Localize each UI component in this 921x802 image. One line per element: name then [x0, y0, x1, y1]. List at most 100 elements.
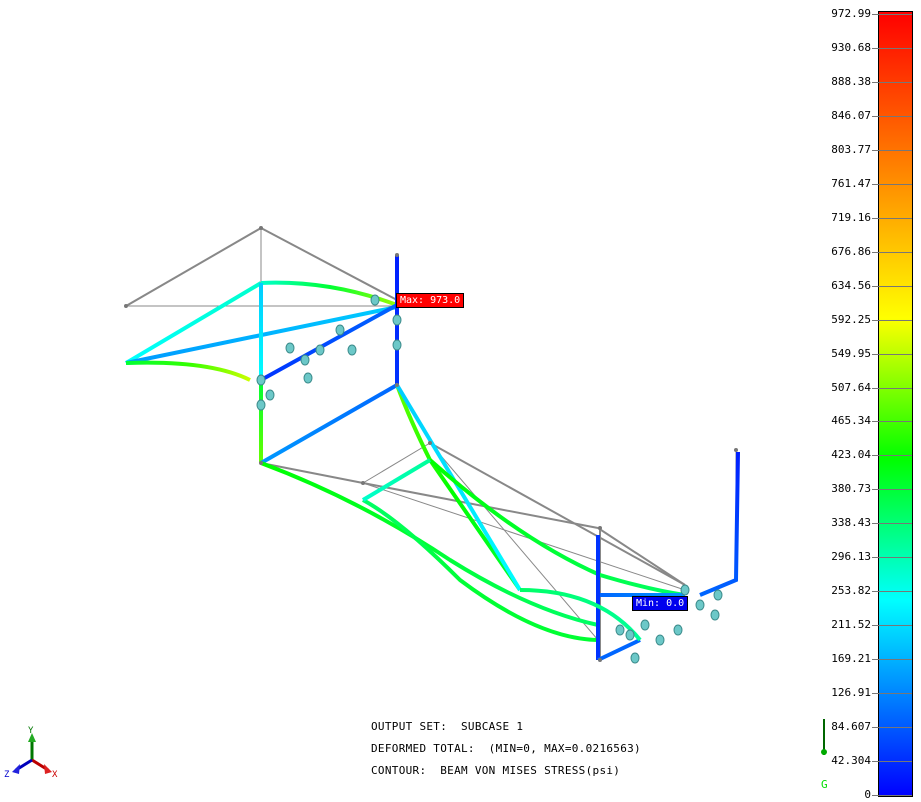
node-point — [598, 658, 602, 662]
legend-tick — [872, 421, 912, 423]
legend-tick — [872, 795, 912, 796]
constraint-icon — [347, 344, 357, 356]
legend-tick — [872, 183, 912, 185]
node-point — [395, 383, 399, 387]
undeformed-element — [597, 527, 686, 586]
legend-tick — [872, 285, 912, 287]
undeformed-element — [260, 227, 398, 301]
node-point — [124, 304, 128, 308]
beam-element — [699, 451, 740, 597]
undeformed-element — [429, 442, 686, 586]
constraint-icon — [673, 624, 683, 636]
legend-tick — [872, 115, 912, 117]
constraint-icon — [370, 294, 380, 306]
legend-level-label: 42.304 — [831, 754, 871, 768]
legend-tick — [872, 455, 912, 457]
beam-element — [125, 360, 251, 382]
constraint-icon — [655, 634, 665, 646]
constraint-icon — [392, 314, 402, 326]
legend-tick — [872, 761, 912, 763]
legend-level-label: 465.34 — [831, 414, 871, 428]
legend-tick — [872, 727, 912, 729]
node-point — [428, 441, 432, 445]
legend-level-label: 719.16 — [831, 210, 871, 224]
beam-element — [260, 303, 398, 382]
beam-element — [362, 498, 601, 642]
node-point — [259, 461, 263, 465]
legend-tick — [872, 319, 912, 321]
beam-element — [260, 280, 398, 307]
constraint-icon — [285, 342, 295, 354]
constraint-icon — [680, 584, 690, 596]
legend-level-label: 592.25 — [831, 312, 871, 326]
deformed-total-text: DEFORMED TOTAL: (MIN=0, MAX=0.0216563) — [371, 742, 641, 755]
legend-tick — [872, 523, 912, 525]
legend-tick — [872, 81, 912, 83]
beam-element — [361, 458, 432, 502]
legend-tick — [872, 14, 912, 15]
constraint-icon — [615, 624, 625, 636]
min-stress-label: Min: 0.0 — [632, 596, 689, 611]
node-point — [395, 253, 399, 257]
legend-tick — [872, 591, 912, 593]
undeformed-element — [362, 482, 599, 529]
beam-element — [260, 383, 398, 465]
legend-tick — [872, 217, 912, 219]
node-point — [734, 448, 738, 452]
max-stress-label: Max: 973.0 — [396, 293, 465, 308]
constraint-icon — [695, 599, 705, 611]
legend-level-label: 803.77 — [831, 142, 871, 156]
legend-tick — [872, 353, 912, 355]
undeformed-element — [260, 462, 364, 484]
legend-level-label: 507.64 — [831, 380, 871, 394]
legend-level-label: 972.99 — [831, 7, 871, 20]
constraint-icon — [300, 354, 310, 366]
legend-level-label: 549.95 — [831, 346, 871, 360]
output-set-text: OUTPUT SET: SUBCASE 1 — [371, 720, 524, 733]
constraint-icon — [256, 374, 266, 386]
legend-level-label: 169.21 — [831, 652, 871, 666]
legend-level-label: 634.56 — [831, 278, 871, 292]
constraint-icon — [710, 609, 720, 621]
constraint-icon — [256, 399, 266, 411]
legend-level-label: 211.52 — [831, 618, 871, 632]
node-point — [259, 226, 263, 230]
node-point — [361, 481, 365, 485]
legend-level-label: 0 — [864, 788, 871, 801]
legend-level-label: 423.04 — [831, 448, 871, 462]
legend-level-label: 930.68 — [831, 40, 871, 54]
constraint-icon — [713, 589, 723, 601]
node-point — [598, 526, 602, 530]
legend-level-label: 338.43 — [831, 516, 871, 530]
undeformed-element — [429, 442, 599, 641]
legend-level-label: 676.86 — [831, 244, 871, 258]
constraint-icon — [640, 619, 650, 631]
beam-element — [428, 458, 686, 597]
beam-element — [395, 383, 522, 592]
legend-tick — [872, 251, 912, 253]
undeformed-element — [362, 482, 686, 591]
constraint-icon — [265, 389, 275, 401]
legend-level-label: 888.38 — [831, 74, 871, 88]
beam-element — [260, 461, 599, 627]
legend-level-label: 126.91 — [831, 686, 871, 700]
legend-tick — [872, 47, 912, 49]
constraint-icon — [315, 344, 325, 356]
legend-tick — [872, 557, 912, 559]
legend-tick — [872, 625, 912, 627]
contour-text: CONTOUR: BEAM VON MISES STRESS(psi) — [371, 764, 621, 777]
undeformed-element — [362, 442, 431, 484]
constraint-icon — [335, 324, 345, 336]
legend-tick — [872, 659, 912, 661]
legend-level-label: 84.607 — [831, 720, 871, 734]
constraint-icon — [630, 652, 640, 664]
beam-element — [124, 281, 263, 365]
legend-level-label: 296.13 — [831, 550, 871, 564]
legend-tick — [872, 149, 912, 151]
legend-tick — [872, 489, 912, 491]
constraint-icon — [625, 629, 635, 641]
legend-level-label: 761.47 — [831, 176, 871, 190]
legend-tick — [872, 693, 912, 695]
